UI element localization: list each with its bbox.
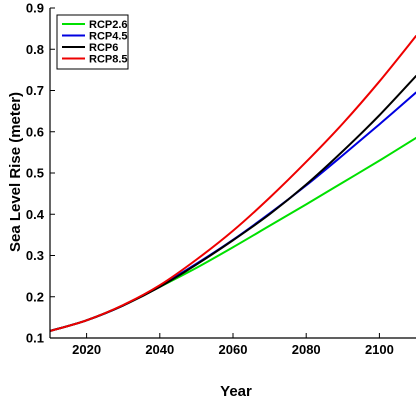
y-tick-label: 0.5 bbox=[26, 166, 44, 181]
y-tick-label: 0.4 bbox=[26, 207, 45, 222]
x-tick-label: 2080 bbox=[292, 342, 321, 357]
y-tick-label: 0.1 bbox=[26, 331, 44, 346]
y-tick-label: 0.9 bbox=[26, 1, 44, 16]
y-tick-label: 0.8 bbox=[26, 42, 44, 57]
legend-label: RCP2.6 bbox=[89, 19, 128, 31]
x-tick-label: 2100 bbox=[365, 342, 394, 357]
x-axis-title: Year bbox=[220, 383, 252, 400]
legend-label: RCP8.5 bbox=[89, 54, 128, 66]
y-tick-label: 0.3 bbox=[26, 248, 44, 263]
y-tick-label: 0.2 bbox=[26, 289, 44, 304]
y-tick-label: 0.7 bbox=[26, 83, 44, 98]
axes-layer: 0.1 0.2 0.3 0.4 0.5 0.6 0.7 0.8 0.9 2020 2040 2060 2… bbox=[26, 1, 416, 357]
legend-label: RCP4.5 bbox=[89, 31, 128, 43]
y-axis-title: Sea Level Rise (meter) bbox=[7, 92, 24, 252]
series-layer bbox=[50, 35, 416, 332]
legend-label: RCP6 bbox=[89, 42, 118, 54]
y-tick-label: 0.6 bbox=[26, 124, 44, 139]
x-tick-label: 2060 bbox=[219, 342, 248, 357]
x-tick-label: 2040 bbox=[145, 342, 174, 357]
x-tick-label: 2020 bbox=[72, 342, 101, 357]
series-line-rcp8-5 bbox=[50, 35, 416, 332]
